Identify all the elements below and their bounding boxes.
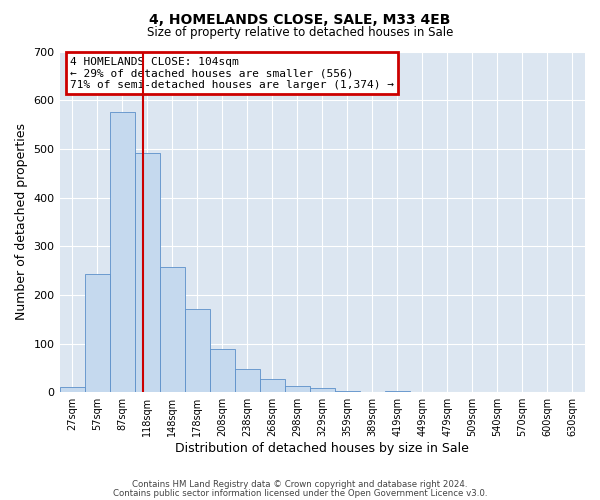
- Bar: [185, 310, 209, 392]
- Bar: [310, 388, 335, 392]
- Text: Contains HM Land Registry data © Crown copyright and database right 2024.: Contains HM Land Registry data © Crown c…: [132, 480, 468, 489]
- Text: 4, HOMELANDS CLOSE, SALE, M33 4EB: 4, HOMELANDS CLOSE, SALE, M33 4EB: [149, 12, 451, 26]
- Text: 4 HOMELANDS CLOSE: 104sqm
← 29% of detached houses are smaller (556)
71% of semi: 4 HOMELANDS CLOSE: 104sqm ← 29% of detac…: [70, 56, 394, 90]
- Bar: [59, 388, 85, 392]
- Text: Contains public sector information licensed under the Open Government Licence v3: Contains public sector information licen…: [113, 488, 487, 498]
- Bar: [134, 152, 160, 392]
- Y-axis label: Number of detached properties: Number of detached properties: [15, 124, 28, 320]
- Bar: [260, 379, 285, 392]
- Bar: [85, 274, 110, 392]
- Bar: [110, 112, 134, 392]
- Bar: [335, 391, 360, 392]
- Bar: [285, 386, 310, 392]
- Text: Size of property relative to detached houses in Sale: Size of property relative to detached ho…: [147, 26, 453, 39]
- X-axis label: Distribution of detached houses by size in Sale: Distribution of detached houses by size …: [175, 442, 469, 455]
- Bar: [235, 370, 260, 392]
- Bar: [160, 266, 185, 392]
- Bar: [385, 390, 410, 392]
- Bar: [209, 350, 235, 392]
